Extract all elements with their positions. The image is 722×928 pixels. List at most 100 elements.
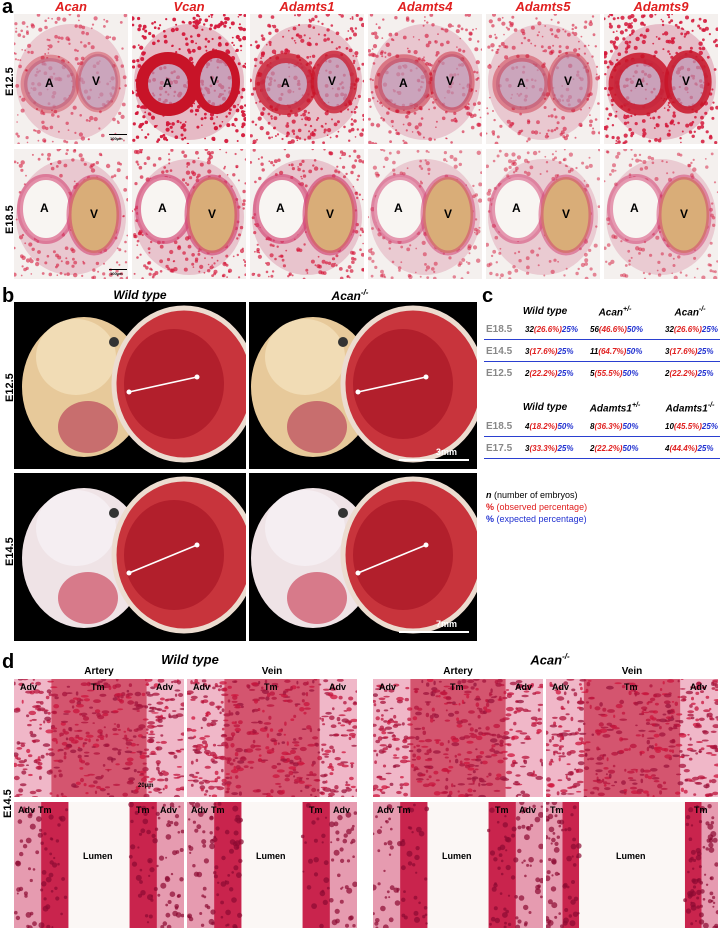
d-tile-svg (14, 679, 184, 797)
b-scale-bar (399, 631, 469, 633)
a-tile-E12.5-acan: A V 100µm (14, 14, 128, 144)
adv-label-left: Adv (18, 805, 36, 815)
d-tile-svg (187, 679, 357, 797)
scale-bar (109, 134, 127, 135)
panel-b-title-wildtype: Wild type (113, 288, 167, 302)
expected-pct: 25% (557, 444, 574, 453)
t2-cell-1-0: 3(33.3%)25% (525, 444, 573, 453)
d-tile-r0-c0: Adv Tm Adv 20µm (14, 679, 184, 797)
panel-b-title-acan-text: Acan (331, 289, 361, 303)
panel-d-label: d (2, 651, 15, 673)
vein-letter: V (210, 74, 219, 88)
panel-b-title-acan-sup: -/- (360, 288, 369, 297)
t1-header-1: Acan+/- (580, 306, 650, 318)
t1-stage-E12.5: E12.5 (486, 368, 513, 379)
d-tile-r1-c3: Lumen Tm Tm (546, 802, 718, 928)
tm-label-right: Tm (495, 805, 509, 815)
count: 4 (665, 444, 670, 453)
b-scale-bar (399, 459, 469, 461)
tissue-label-right: Adv (156, 682, 174, 692)
t1-header-0: Wild type (515, 306, 575, 317)
count: 3 (665, 347, 670, 356)
a-tile-svg (250, 14, 364, 144)
artery-letter: A (630, 201, 639, 215)
d-tile-r1-c1: Lumen Adv Tm Tm Adv (187, 802, 357, 928)
panel-a-label: a (2, 0, 14, 18)
d-tile-r0-c3: Adv Tm Adv (546, 679, 718, 797)
b-photo-svg (22, 305, 246, 463)
lumen-label: Lumen (256, 851, 286, 861)
tissue-label-right: Adv (690, 682, 708, 692)
tissue-label-adv: Adv (379, 682, 397, 692)
d-tile-svg (373, 679, 543, 797)
scale-bar-label: 100µm (110, 271, 123, 276)
legend-text: (number of embryos) (494, 490, 578, 500)
t1-cell-1-2: 3(17.6%)25% (665, 347, 713, 356)
panel-d-title-acan-text: Acan (530, 652, 563, 668)
tm-label-left: Tm (38, 805, 52, 815)
expected-pct: 50% (626, 325, 643, 334)
t1-cell-1-1: 11(64.7%)50% (590, 347, 642, 356)
observed-pct: (44.4%) (669, 444, 698, 453)
t1-cell-0-2: 32(26.6%)25% (665, 325, 718, 334)
tm-label-left: Tm (550, 805, 564, 815)
observed-pct: (17.6%) (669, 347, 698, 356)
t1-cell-2-1: 5(55.5%)50% (590, 369, 638, 378)
vein-letter: V (326, 207, 335, 221)
artery-letter: A (276, 201, 285, 215)
tissue-label-mid: Tm (91, 682, 105, 692)
d-col-title-3: Vein (621, 666, 643, 677)
expected-pct: 50% (622, 422, 639, 431)
a-tile-E18.5-acan: A V 100µm (14, 149, 128, 279)
a-tile-svg (604, 14, 718, 144)
legend-symbol: n (486, 490, 494, 500)
t2-cell-1-1: 2(22.2%)50% (590, 444, 638, 453)
artery-letter: A (635, 76, 644, 90)
b-photo-E12.5-wt (14, 302, 246, 469)
d-col-title-1: Vein (261, 666, 283, 677)
lumen-label: Lumen (442, 851, 472, 861)
d-tile-r1-c2: Lumen Adv Tm Tm Adv (373, 802, 543, 928)
tissue-label-adv: Adv (193, 682, 211, 692)
gene-header-vcan: Vcan (173, 0, 205, 14)
t2-rule-1 (484, 458, 720, 459)
t1-cell-2-0: 2(22.2%)25% (525, 369, 573, 378)
vein-letter: V (92, 74, 101, 88)
legend-text: (expected percentage) (496, 514, 587, 524)
artery-letter: A (394, 201, 403, 215)
t1-cell-2-2: 2(22.2%)25% (665, 369, 713, 378)
expected-pct: 25% (557, 369, 574, 378)
expected-pct: 50% (626, 347, 643, 356)
a-tile-svg (132, 14, 246, 144)
b-photo-svg (22, 476, 246, 634)
t2-header-1: Adamts1+/- (580, 402, 650, 414)
artery-letter: A (281, 76, 290, 90)
panel-d-title-wildtype: Wild type (161, 652, 219, 667)
adv-label-left: Adv (377, 805, 395, 815)
observed-pct: (22.2%) (529, 369, 558, 378)
tm-label-right: Tm (694, 805, 708, 815)
vein-letter: V (208, 207, 217, 221)
observed-pct: (17.6%) (529, 347, 558, 356)
a-tile-svg (486, 149, 600, 279)
tm-label-right: Tm (309, 805, 323, 815)
observed-pct: (22.2%) (669, 369, 698, 378)
t2-cell-0-2: 10(45.5%)25% (665, 422, 718, 431)
observed-pct: (26.6%) (533, 325, 562, 334)
observed-pct: (26.6%) (673, 325, 702, 334)
artery-letter: A (163, 76, 172, 90)
gene-header-adamts1: Adamts1 (279, 0, 335, 14)
vein-letter: V (444, 207, 453, 221)
count: 32 (525, 325, 534, 334)
count: 5 (590, 369, 595, 378)
t1-rule-0 (484, 339, 720, 340)
b-photo-svg (251, 476, 477, 634)
tissue-label-right: Adv (515, 682, 533, 692)
b-photo-E14.5-wt (14, 473, 246, 641)
d-tile-svg (546, 679, 718, 797)
a-tile-svg (14, 149, 128, 279)
b-photo-svg (251, 305, 477, 463)
